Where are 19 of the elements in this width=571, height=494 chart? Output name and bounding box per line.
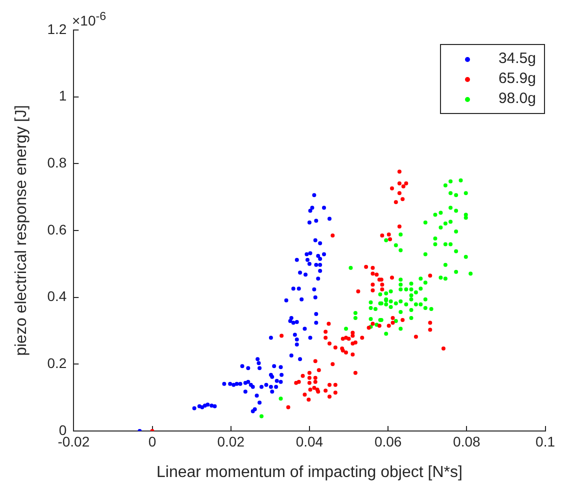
x-tick-label: 0.06 — [374, 433, 402, 450]
y-tick-label: 0.4 — [47, 288, 67, 304]
x-tick-label: 0.04 — [296, 433, 324, 450]
y-tick-label: 0.8 — [47, 154, 67, 171]
x-tick-label: 0.1 — [536, 433, 556, 450]
y-tick-label: 0.6 — [47, 221, 67, 238]
y-tick-label: 1.2 — [47, 20, 67, 37]
legend-label: 34.5g — [498, 49, 536, 69]
x-axis-title: Linear momentum of impacting object [N*s] — [156, 464, 462, 481]
x-tick-label: 0.02 — [217, 433, 245, 450]
y-tick-label: 0.2 — [47, 355, 67, 372]
text: ×10$^{-6}$ — [72, 10, 106, 29]
x-tick-label: 0.08 — [453, 433, 481, 450]
y-tick-label: 1 — [58, 88, 67, 104]
legend-label: 65.9g — [498, 69, 536, 89]
y-tick-label: 0 — [58, 422, 67, 438]
x-tick-label: 0 — [148, 433, 156, 450]
legend-label: 98.0g — [498, 89, 536, 109]
y-axis-title: piezo electrical response energy [J] — [13, 105, 30, 356]
